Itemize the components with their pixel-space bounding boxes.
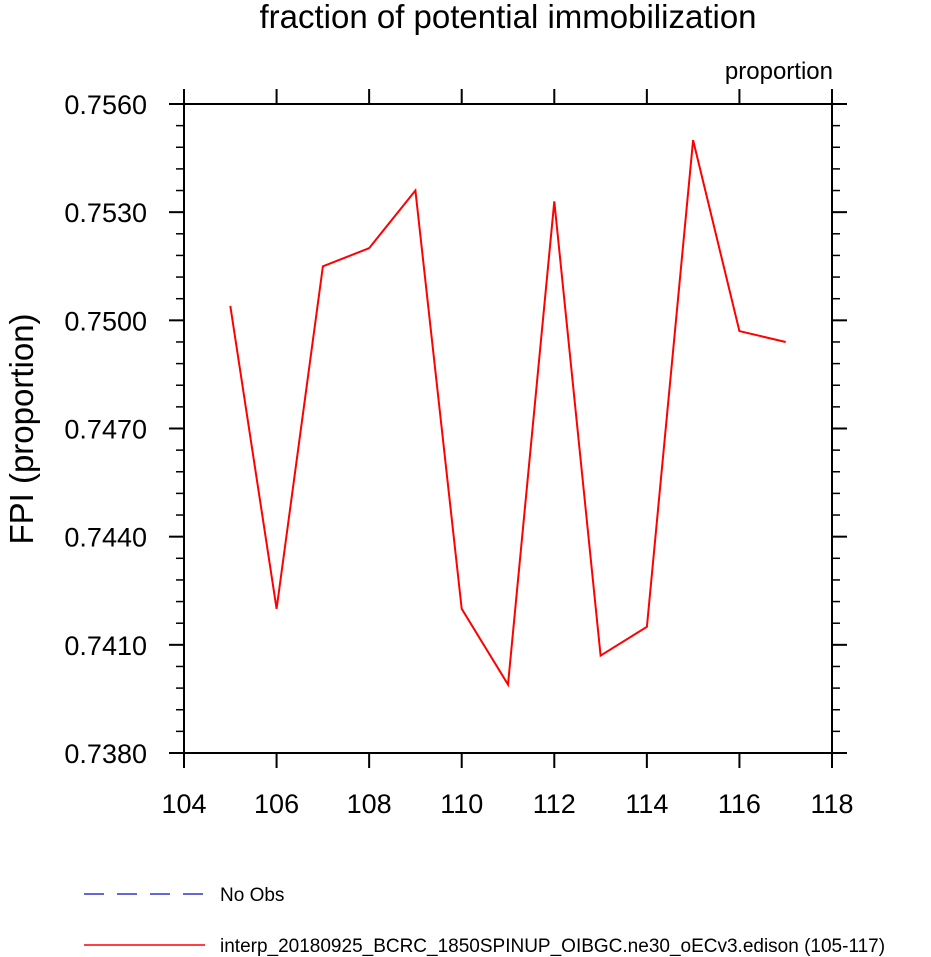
legend-label: interp_20180925_BCRC_1850SPINUP_OIBGC.ne… — [220, 936, 885, 957]
x-tick-label: 112 — [533, 789, 576, 819]
legend: No Obs interp_20180925_BCRC_1850SPINUP_OI… — [84, 885, 885, 957]
x-tick-label: 114 — [625, 789, 668, 819]
x-tick-label: 108 — [347, 789, 392, 819]
x-tick-label: 118 — [810, 789, 853, 819]
y-axis-label: FPI (proportion) — [3, 313, 40, 544]
y-tick-label: 0.7500 — [64, 306, 147, 336]
x-tick-label: 104 — [161, 789, 206, 819]
chart-title: fraction of potential immobilization — [259, 0, 756, 35]
y-tick-label: 0.7410 — [64, 631, 147, 661]
x-tick-labels: 104 106 108 110 112 114 116 118 — [161, 789, 853, 819]
legend-label: No Obs — [220, 885, 284, 906]
plot-frame — [183, 103, 833, 754]
axis-ticks — [169, 89, 847, 768]
y-tick-label: 0.7440 — [64, 523, 147, 553]
series-line — [229, 139, 786, 688]
y-tick-label: 0.7380 — [64, 739, 147, 769]
y-tick-labels: 0.7380 0.7410 0.7440 0.7470 0.7500 0.7530 0.75… — [64, 90, 147, 769]
units-label: proportion — [725, 58, 833, 85]
x-tick-label: 110 — [440, 789, 483, 819]
series-group — [229, 139, 786, 688]
y-tick-label: 0.7470 — [64, 415, 147, 445]
y-tick-label: 0.7530 — [64, 198, 147, 228]
x-tick-label: 116 — [718, 789, 761, 819]
y-tick-label: 0.7560 — [64, 90, 147, 120]
x-tick-label: 106 — [254, 789, 299, 819]
